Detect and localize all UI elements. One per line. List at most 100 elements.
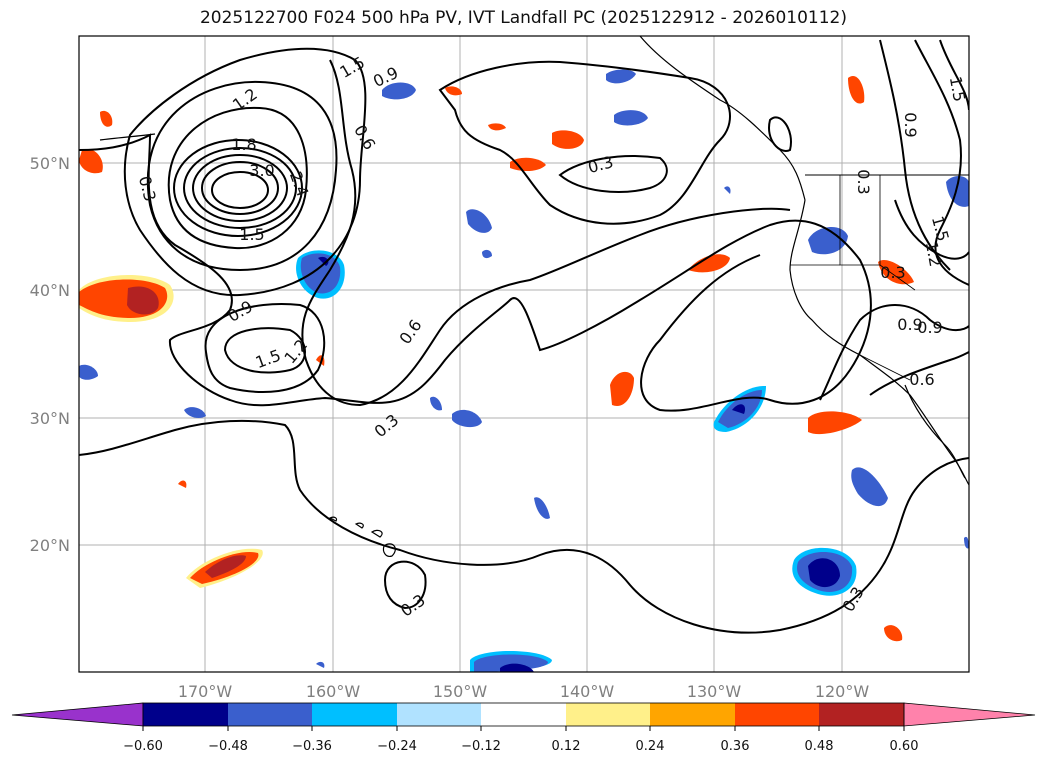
- positive-anomaly-147w-53n: [488, 123, 506, 131]
- negative-anomaly-139w-58n: [606, 69, 636, 84]
- lon-label: 140°W: [560, 682, 615, 701]
- contour-label: 1.5: [239, 225, 264, 244]
- colorbar-tick-label: 0.12: [552, 739, 581, 754]
- border-states-east: [879, 175, 916, 291]
- contour-label: 3.0: [249, 161, 274, 180]
- lon-label: 170°W: [178, 682, 233, 701]
- pv-contour-2-1: [183, 147, 297, 229]
- lon-label: 160°W: [306, 682, 361, 701]
- coastline-aleutians: [99, 133, 156, 141]
- island-oahu: [354, 522, 364, 529]
- pv-contour-0-9-east: [879, 39, 951, 271]
- coastline-alaska-bc: [639, 36, 806, 201]
- contour-label: 0.9: [901, 112, 920, 137]
- pv-contour-0-3-coast: [768, 116, 792, 152]
- colorbar-swatch: [228, 703, 312, 726]
- contour-label: 0.6: [909, 370, 934, 389]
- contour-label: 0.9: [917, 318, 942, 337]
- border-us-mexico: [859, 354, 911, 381]
- pv-contour-1-8: [173, 139, 303, 237]
- pv-contour-0-3-south: [79, 419, 969, 634]
- lon-label: 120°W: [815, 682, 870, 701]
- positive-anomaly-138w-32n: [610, 371, 634, 406]
- contour-label: 1.8: [231, 135, 256, 154]
- contour-label: 1.2: [922, 240, 945, 268]
- pv-contours: [79, 39, 969, 634]
- pv-contour-0-3-hawaii: [383, 560, 427, 610]
- colorbar-tick-label: 0.60: [890, 739, 919, 754]
- contour-label: 0.9: [897, 315, 922, 334]
- positive-anomaly-117w-41n: [878, 260, 914, 285]
- negative-anomaly-149w-30n: [452, 409, 482, 428]
- colorbar-tick-label: −0.48: [208, 739, 248, 754]
- island-maui: [370, 529, 383, 538]
- negative-anomaly-148w-41n: [482, 249, 492, 259]
- ivt-anomaly-fills: [79, 69, 969, 672]
- coastlines: [99, 36, 969, 486]
- map-title: 2025122700 F024 500 hPa PV, IVT Landfall…: [199, 8, 847, 28]
- negative-anomaly-148w-46n: [466, 209, 492, 233]
- positive-anomaly-121w-29n: [808, 411, 862, 435]
- colorbar-tick-label: 0.36: [721, 739, 750, 754]
- negative-anomaly-121w-18n: [792, 547, 857, 596]
- pv-contour-1-5-east-b: [894, 199, 969, 260]
- colorbar-extend-min: [11, 702, 144, 727]
- positive-anomaly-116w-13n: [884, 625, 903, 642]
- negative-anomaly-160w-42n: [296, 250, 345, 299]
- negative-anomaly-156w-57n: [382, 82, 416, 100]
- colorbar-swatch: [566, 703, 650, 726]
- colorbar-tick-label: 0.48: [805, 739, 834, 754]
- positive-anomaly-172w-25n: [178, 480, 187, 488]
- hawaiian-islands: [328, 516, 396, 557]
- positive-anomaly-west-55n: [100, 110, 113, 127]
- lat-label: 20°N: [30, 536, 70, 555]
- colorbar-swatch: [650, 703, 735, 726]
- pv-contour-1-2-east: [914, 39, 969, 286]
- colorbar: −0.60 −0.48 −0.36 −0.24 −0.12 0.12 0.24 …: [11, 702, 1036, 754]
- positive-anomaly-150w-57n: [445, 86, 462, 96]
- positive-anomaly-118w-56n: [848, 76, 865, 104]
- pv-contour-0-6-southeast: [869, 351, 969, 396]
- lat-label: 50°N: [30, 154, 70, 173]
- negative-anomaly-146w-12n: [470, 651, 552, 672]
- negative-anomaly-111w-49n: [946, 176, 969, 207]
- pv-contour-0-3-main: [79, 133, 872, 412]
- island-kauai: [328, 516, 338, 522]
- negative-anomaly-170w-30n: [184, 407, 206, 418]
- colorbar-swatch: [312, 703, 397, 726]
- colorbar-outline: [142, 702, 905, 727]
- pv-contour-0-3-small: [558, 155, 668, 193]
- negative-anomaly-east-20n: [964, 536, 969, 549]
- negative-anomaly-130w-48n: [724, 186, 731, 194]
- colorbar-swatch: [819, 703, 904, 726]
- lat-label: 30°N: [30, 409, 70, 428]
- lat-label: 40°N: [30, 281, 70, 300]
- negative-anomaly-117w-24n: [851, 467, 888, 507]
- coastline-baja: [904, 384, 966, 479]
- longitude-labels: 170°W 160°W 150°W 140°W 130°W 120°W: [178, 682, 870, 701]
- lon-label: 150°W: [433, 682, 488, 701]
- pv-contour-2-7: [201, 161, 279, 215]
- pv-contour-2-4: [192, 154, 288, 222]
- negative-anomaly-west-33n: [79, 364, 98, 380]
- map-border: [78, 35, 970, 673]
- colorbar-swatch: [481, 703, 566, 726]
- pv-contour-1-5-low: [167, 106, 308, 250]
- positive-anomaly-west-52n: [79, 149, 103, 174]
- positive-anomaly-133w-42n: [688, 254, 730, 273]
- pv-contour-0-3-north: [438, 60, 731, 225]
- contour-label: 1.5: [946, 75, 969, 103]
- contour-label: 0.3: [854, 169, 873, 194]
- positive-anomaly-141w-51n: [552, 130, 584, 149]
- lon-label: 130°W: [687, 682, 742, 701]
- pv-contour-1-5-east: [939, 39, 969, 111]
- colorbar-tick-label: 0.24: [636, 739, 665, 754]
- negative-anomaly-122w-44n: [808, 226, 848, 255]
- colorbar-tick-label: −0.36: [292, 739, 332, 754]
- negative-anomaly-160w-13n: [316, 661, 325, 668]
- negative-anomaly-142w-23n: [534, 497, 550, 519]
- pv-contour-0-6: [301, 59, 791, 407]
- negative-anomaly-137w-54n: [614, 110, 648, 126]
- colorbar-swatch: [735, 703, 819, 726]
